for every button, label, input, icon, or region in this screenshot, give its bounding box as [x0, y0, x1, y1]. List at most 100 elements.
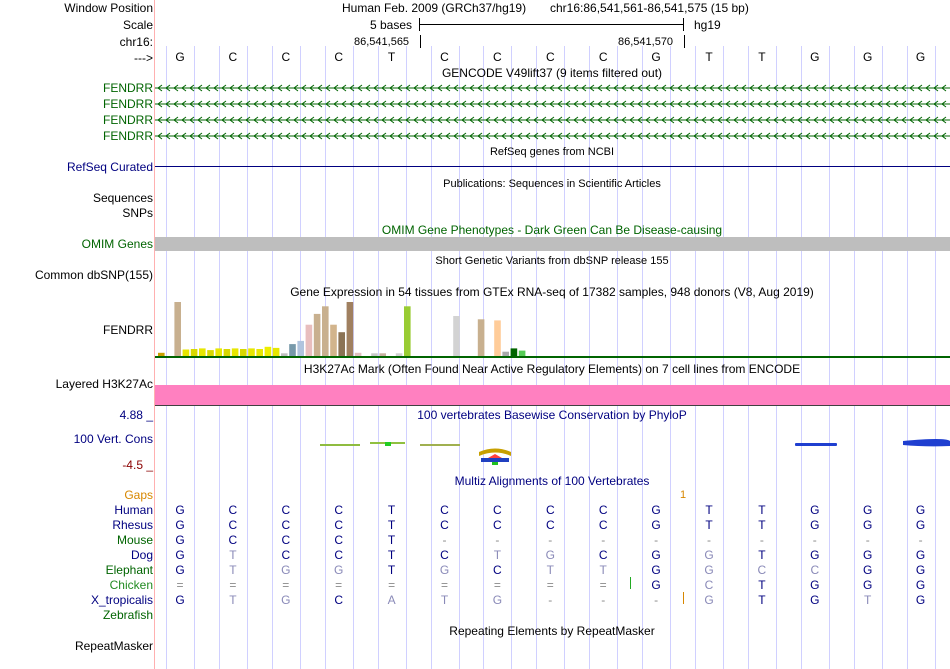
strand-arrow — [565, 100, 571, 108]
gtex-tissue-bar[interactable] — [404, 306, 411, 356]
gtex-tissue-bar[interactable] — [207, 350, 214, 356]
gtex-tissue-bar[interactable] — [182, 349, 190, 357]
gencode-item-label-3[interactable]: FENDRR — [103, 113, 153, 127]
gtex-tissue-bar[interactable] — [379, 353, 386, 356]
strand-arrow — [853, 84, 859, 92]
gencode-item-label-1[interactable]: FENDRR — [103, 81, 153, 95]
gtex-tissue-bar[interactable] — [248, 348, 255, 356]
gtex-tissue-bar[interactable] — [231, 348, 239, 356]
gtex-tissue-bar[interactable] — [354, 352, 362, 356]
sequence-base: C — [545, 50, 555, 64]
gtex-tissue-bar[interactable] — [272, 347, 280, 356]
strand-arrow — [901, 132, 907, 140]
species-label[interactable]: Zebrafish — [102, 608, 153, 622]
position-readout: chr16:86,541,561-86,541,575 (15 bp) — [550, 1, 749, 15]
chromosome-label: chr16: — [119, 35, 153, 49]
h3k27ac-label[interactable]: Layered H3K27Ac — [55, 377, 153, 391]
gtex-tissue-bar[interactable] — [453, 316, 460, 356]
omim-label[interactable]: OMIM Genes — [81, 237, 153, 251]
left-side-border — [154, 0, 155, 669]
refseq-transcript-line[interactable] — [155, 166, 950, 167]
gtex-tissue-bar[interactable] — [330, 324, 337, 356]
strand-arrow — [357, 100, 363, 108]
strand-arrow — [325, 84, 331, 92]
gtex-tissue-bar[interactable] — [215, 348, 222, 356]
gtex-tissue-bar[interactable] — [371, 353, 378, 356]
gtex-tissue-bar[interactable] — [264, 346, 272, 356]
strand-arrow — [205, 84, 211, 92]
strand-arrow — [533, 116, 539, 124]
gtex-tissue-bar[interactable] — [158, 352, 165, 356]
strand-arrow — [333, 132, 339, 140]
species-label[interactable]: Elephant — [105, 563, 153, 577]
strand-arrow — [181, 84, 187, 92]
gtex-tissue-bar[interactable] — [305, 324, 313, 356]
alignment-base: - — [865, 533, 870, 547]
omim-track-title: OMIM Gene Phenotypes - Dark Green Can Be… — [381, 223, 723, 237]
alignment-base: A — [387, 593, 396, 607]
phylop-conservation-plot[interactable] — [155, 425, 950, 470]
species-label[interactable]: Rhesus — [112, 518, 153, 532]
gtex-tissue-bar[interactable] — [281, 353, 288, 356]
gtex-tissue-bar[interactable] — [322, 306, 329, 356]
gtex-tissue-bar[interactable] — [477, 319, 485, 356]
gtex-gene-label[interactable]: FENDRR — [103, 323, 153, 337]
strand-arrow — [341, 132, 347, 140]
species-label[interactable]: Mouse — [116, 533, 153, 547]
strand-arrow — [845, 84, 851, 92]
alignment-base: = — [546, 578, 554, 592]
phylop-bar-4 — [420, 444, 460, 446]
gencode-item-label-4[interactable]: FENDRR — [103, 129, 153, 143]
snps-label[interactable]: SNPs — [122, 206, 153, 220]
sequence-base: G — [863, 50, 873, 64]
alignment-base: C — [334, 533, 344, 547]
species-label[interactable]: Chicken — [109, 578, 153, 592]
gtex-baseline — [155, 356, 950, 358]
gtex-tissue-bar[interactable] — [313, 313, 321, 356]
gencode-item-label-2[interactable]: FENDRR — [103, 97, 153, 111]
gtex-tissue-bar[interactable] — [494, 320, 501, 356]
gtex-tissue-bar[interactable] — [190, 349, 198, 356]
h3k27ac-signal[interactable] — [155, 385, 950, 405]
gtex-tissue-bar[interactable] — [510, 348, 518, 356]
gtex-tissue-bar[interactable] — [395, 353, 403, 356]
gencode-transcripts[interactable] — [155, 80, 950, 144]
strand-arrow — [597, 100, 603, 108]
sequences-label[interactable]: Sequences — [92, 191, 153, 205]
sequence-base: G — [810, 50, 820, 64]
gtex-tissue-bar[interactable] — [338, 332, 345, 356]
gtex-tissue-bar[interactable] — [518, 350, 526, 356]
gtex-tissue-bar[interactable] — [174, 302, 181, 356]
coord-left-tick — [420, 35, 421, 48]
species-label[interactable]: Human — [114, 503, 153, 517]
strand-arrow — [445, 100, 451, 108]
strand-arrow — [373, 132, 379, 140]
strand-arrow — [813, 84, 819, 92]
strand-arrow — [661, 132, 667, 140]
common-dbsnp-label[interactable]: Common dbSNP(155) — [34, 268, 153, 282]
gaps-label[interactable]: Gaps — [124, 488, 153, 502]
gtex-tissue-bar[interactable] — [199, 348, 206, 356]
strand-arrow — [765, 84, 771, 92]
species-label[interactable]: Dog — [130, 548, 153, 562]
alignment-base: G — [545, 548, 555, 562]
cons-track-label[interactable]: 100 Vert. Cons — [73, 432, 153, 446]
species-label[interactable]: X_tropicalis — [90, 593, 153, 607]
alignment-base: G — [810, 518, 820, 532]
refseq-label[interactable]: RefSeq Curated — [66, 160, 153, 174]
gtex-tissue-bar[interactable] — [240, 349, 247, 356]
strand-arrow — [277, 116, 283, 124]
strand-arrow — [397, 100, 403, 108]
omim-feature-bar[interactable] — [155, 237, 950, 251]
gtex-tissue-bar[interactable] — [256, 349, 263, 356]
gtex-tissue-bar[interactable] — [223, 349, 231, 356]
gtex-tissue-bar[interactable] — [289, 344, 296, 356]
gtex-expression-bars[interactable] — [155, 300, 950, 360]
repeatmasker-label[interactable]: RepeatMasker — [74, 639, 153, 653]
sequence-base: C — [440, 50, 449, 64]
strand-arrow — [221, 116, 227, 124]
gtex-tissue-bar[interactable] — [346, 302, 354, 356]
gtex-tissue-bar[interactable] — [502, 351, 509, 356]
gtex-tissue-bar[interactable] — [297, 340, 304, 356]
